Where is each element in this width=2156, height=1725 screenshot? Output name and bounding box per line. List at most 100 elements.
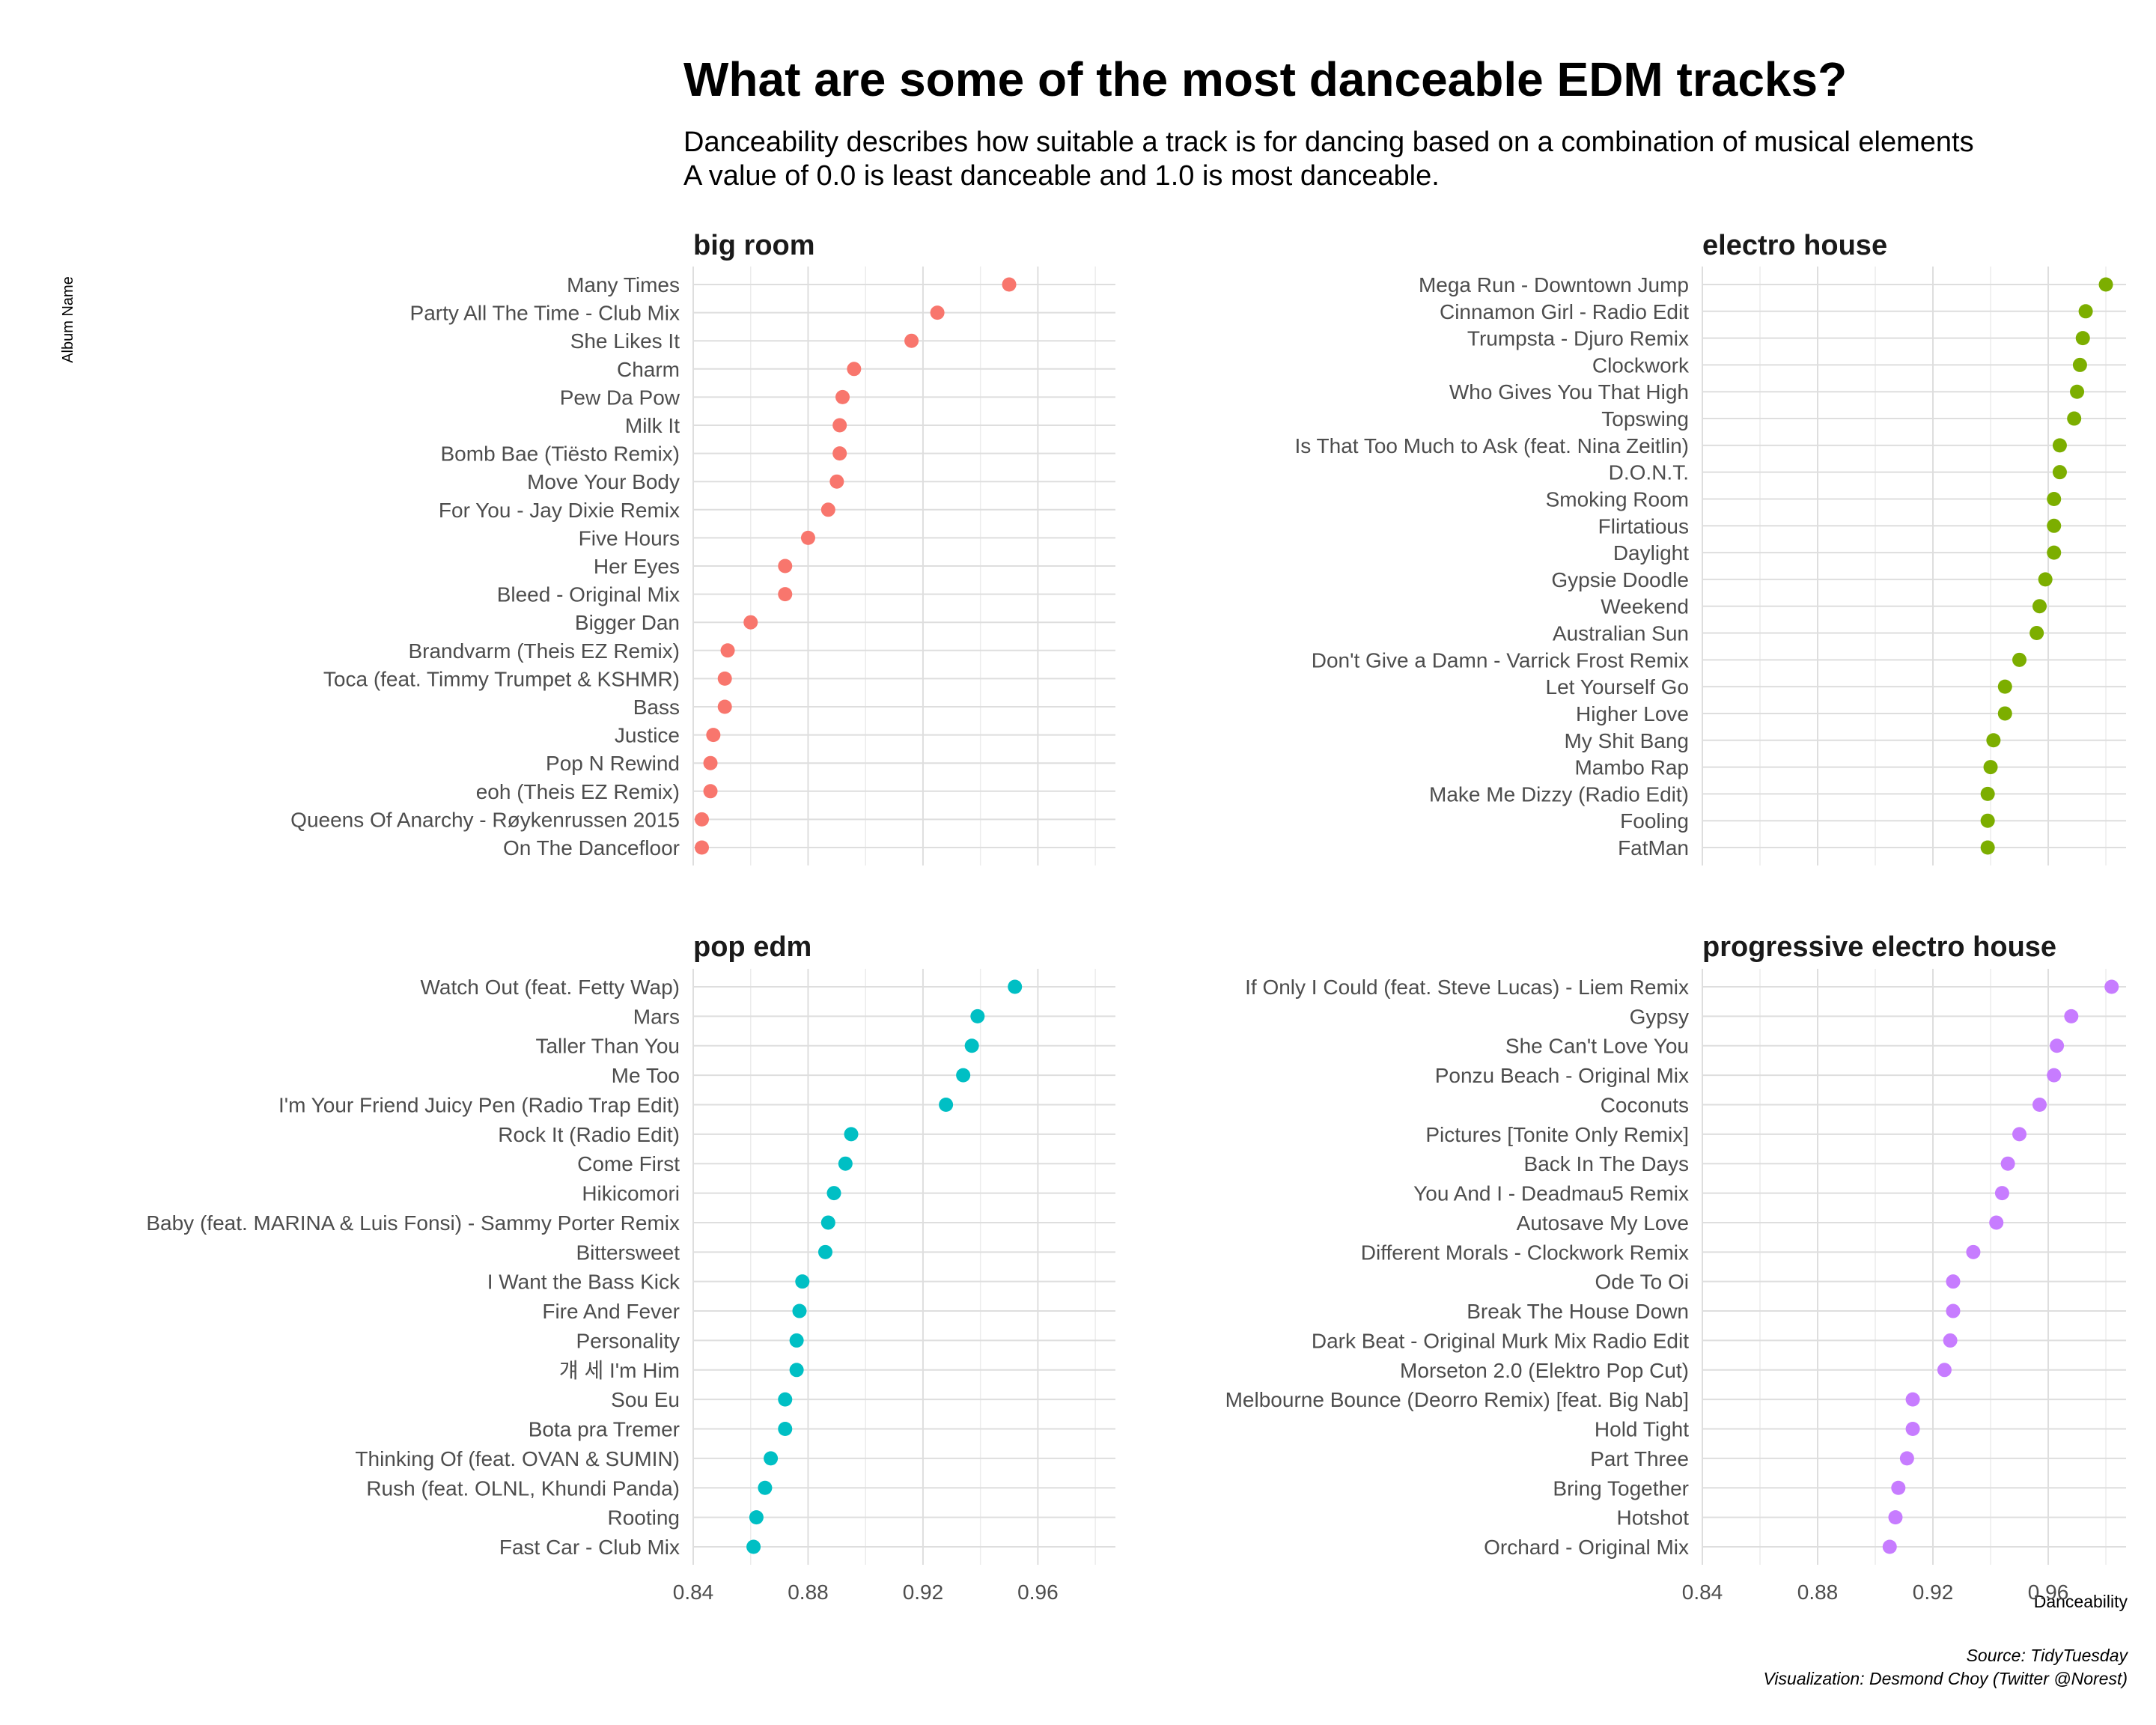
data-point bbox=[2075, 331, 2090, 346]
track-label: If Only I Could (feat. Steve Lucas) - Li… bbox=[1245, 976, 1689, 999]
data-point bbox=[746, 1539, 761, 1554]
data-point bbox=[758, 1480, 773, 1495]
data-point bbox=[930, 305, 945, 320]
data-point bbox=[695, 812, 710, 827]
track-label: Charm bbox=[617, 358, 680, 381]
data-point bbox=[1008, 979, 1023, 994]
y-axis-title: Album Name bbox=[60, 276, 76, 363]
track-label: My Shit Bang bbox=[1564, 729, 1689, 752]
track-label: Bota pra Tremer bbox=[529, 1418, 680, 1441]
track-label: Don't Give a Damn - Varrick Frost Remix bbox=[1312, 648, 1689, 672]
track-label: Mars bbox=[633, 1005, 680, 1028]
panel-title-electro-house: electro house bbox=[1702, 230, 1887, 261]
data-point bbox=[2098, 277, 2113, 292]
chart-title: What are some of the most danceable EDM … bbox=[683, 52, 1847, 106]
data-point bbox=[1983, 760, 1998, 775]
track-label: Watch Out (feat. Fetty Wap) bbox=[421, 976, 680, 999]
data-point bbox=[844, 1127, 859, 1142]
x-tick-label: 0.96 bbox=[2028, 1581, 2069, 1604]
track-label: Many Times bbox=[567, 273, 680, 296]
data-point bbox=[778, 559, 793, 574]
track-label: Is That Too Much to Ask (feat. Nina Zeit… bbox=[1294, 434, 1689, 457]
data-point bbox=[956, 1068, 971, 1083]
panel-progressive-electro-house: progressive electro house If Only I Could… bbox=[1225, 931, 2126, 1604]
track-label: Break The House Down bbox=[1467, 1300, 1689, 1323]
track-label: Who Gives You That High bbox=[1449, 380, 1689, 404]
x-tick-label: 0.96 bbox=[1017, 1581, 1059, 1604]
track-label: Bomb Bae (Tiësto Remix) bbox=[441, 442, 680, 466]
track-label: Coconuts bbox=[1601, 1093, 1689, 1116]
data-point bbox=[2000, 1156, 2015, 1171]
data-point bbox=[1966, 1244, 1981, 1259]
data-point bbox=[749, 1510, 764, 1525]
track-label: Smoking Room bbox=[1546, 487, 1689, 511]
data-point bbox=[1943, 1333, 1958, 1348]
track-label: Mega Run - Downtown Jump bbox=[1419, 273, 1689, 296]
data-point bbox=[1997, 679, 2012, 694]
track-label: Rush (feat. OLNL, Khundi Panda) bbox=[366, 1476, 680, 1500]
track-label: Queens Of Anarchy - Røykenrussen 2015 bbox=[290, 808, 680, 831]
data-point bbox=[2052, 438, 2067, 453]
caption-source: Source: TidyTuesday bbox=[1967, 1646, 2129, 1665]
track-label: FatMan bbox=[1618, 836, 1689, 860]
data-point bbox=[838, 1156, 853, 1171]
panel-pop-edm: pop edm Watch Out (feat. Fetty Wap) Mars Ta… bbox=[146, 931, 1115, 1604]
track-label: Let Yourself Go bbox=[1546, 675, 1689, 699]
panel-big-room: big room Many Times Party All The Time - C… bbox=[290, 230, 1115, 865]
track-label: Back In The Days bbox=[1524, 1152, 1689, 1175]
x-tick-label: 0.92 bbox=[903, 1581, 944, 1604]
track-label: Flirtatious bbox=[1598, 514, 1689, 538]
data-point bbox=[795, 1274, 810, 1289]
track-label: Fast Car - Club Mix bbox=[499, 1536, 680, 1559]
track-label: Sou Eu bbox=[611, 1388, 680, 1411]
track-label: Part Three bbox=[1590, 1447, 1689, 1470]
panel-electro-house: electro house Mega Run - Downtown Jump Cin… bbox=[1294, 230, 2126, 865]
track-label: Orchard - Original Mix bbox=[1484, 1536, 1689, 1559]
data-point bbox=[1891, 1480, 1906, 1495]
x-tick-label: 0.92 bbox=[1913, 1581, 1954, 1604]
data-point bbox=[1002, 277, 1017, 292]
data-point bbox=[826, 1186, 841, 1201]
data-point bbox=[695, 840, 710, 855]
track-label: Pop N Rewind bbox=[546, 752, 680, 775]
track-label: Ode To Oi bbox=[1595, 1271, 1689, 1294]
data-point bbox=[1994, 1186, 2009, 1201]
data-point bbox=[2047, 1068, 2062, 1083]
panel-title-progressive-electro-house: progressive electro house bbox=[1702, 931, 2056, 963]
data-point bbox=[2064, 1008, 2079, 1023]
track-label: Taller Than You bbox=[535, 1035, 680, 1058]
data-point bbox=[778, 587, 793, 602]
data-point bbox=[832, 446, 847, 461]
data-point bbox=[939, 1097, 954, 1112]
data-point bbox=[964, 1038, 979, 1053]
data-point bbox=[1986, 733, 2001, 748]
data-point bbox=[1905, 1422, 1920, 1437]
data-point bbox=[829, 474, 844, 489]
data-point bbox=[1997, 706, 2012, 721]
x-tick-label: 0.84 bbox=[673, 1581, 714, 1604]
data-point bbox=[778, 1422, 793, 1437]
track-label: You And I - Deadmau5 Remix bbox=[1413, 1182, 1689, 1205]
data-point bbox=[2067, 411, 2082, 426]
data-point bbox=[1946, 1303, 1961, 1318]
data-point bbox=[817, 1244, 832, 1259]
data-point bbox=[706, 728, 721, 743]
track-label: Bring Together bbox=[1553, 1476, 1689, 1500]
data-point bbox=[743, 615, 758, 630]
data-point bbox=[717, 671, 732, 686]
track-label: Weekend bbox=[1601, 595, 1689, 618]
data-point bbox=[2078, 304, 2093, 319]
track-label: Make Me Dizzy (Radio Edit) bbox=[1429, 782, 1689, 806]
data-point bbox=[792, 1303, 807, 1318]
track-label: Gypsy bbox=[1630, 1005, 1689, 1028]
data-point bbox=[703, 784, 718, 799]
track-label: Fooling bbox=[1620, 809, 1689, 833]
track-label: Australian Sun bbox=[1553, 622, 1689, 645]
data-point bbox=[2070, 384, 2085, 399]
panel-title-big-room: big room bbox=[693, 230, 815, 261]
data-point bbox=[820, 1215, 835, 1230]
data-point bbox=[778, 1392, 793, 1407]
panel-title-pop-edm: pop edm bbox=[693, 931, 811, 963]
data-point bbox=[2047, 545, 2062, 560]
track-label: Toca (feat. Timmy Trumpet & KSHMR) bbox=[323, 667, 680, 690]
